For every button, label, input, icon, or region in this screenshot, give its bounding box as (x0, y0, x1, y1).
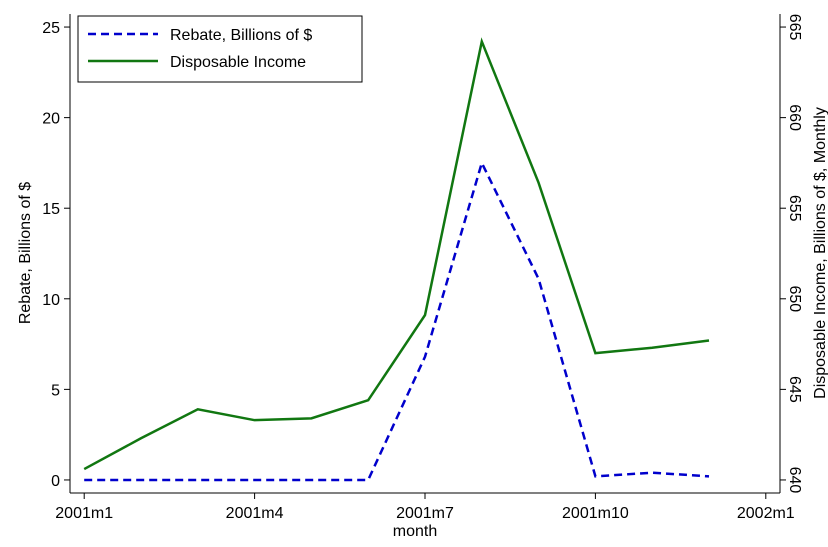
legend-label: Disposable Income (170, 54, 306, 71)
series-line (83, 37, 710, 471)
x-tick-label: 2001m1 (55, 505, 113, 522)
y-tick-label: 5 (51, 382, 60, 399)
y2-tick-label: 640 (786, 467, 803, 494)
x-tick-label: 2001m4 (226, 505, 284, 522)
y2-axis-title: Disposable Income, Billions of $, Monthl… (812, 107, 828, 399)
y-axis-title: Rebate, Billions of $ (17, 182, 34, 324)
x-tick-label: 2002m1 (737, 505, 795, 522)
y2-tick-label: 665 (786, 14, 803, 41)
y2-tick-label: 650 (786, 285, 803, 312)
y-tick-label: 15 (42, 201, 60, 218)
y2-tick-label: 660 (786, 104, 803, 131)
y-tick-label: 20 (42, 111, 60, 128)
legend-label: Rebate, Billions of $ (170, 27, 312, 44)
y2-tick-label: 655 (786, 195, 803, 222)
y-tick-label: 25 (42, 20, 60, 37)
y-tick-label: 10 (42, 292, 60, 309)
x-tick-label: 2001m10 (562, 505, 629, 522)
legend-box (77, 15, 363, 83)
y2-tick-label: 645 (786, 376, 803, 403)
series-line (84, 159, 710, 482)
x-tick-label: 2001m7 (396, 505, 454, 522)
y-tick-label: 0 (51, 473, 60, 490)
x-axis-title: month (393, 523, 437, 540)
